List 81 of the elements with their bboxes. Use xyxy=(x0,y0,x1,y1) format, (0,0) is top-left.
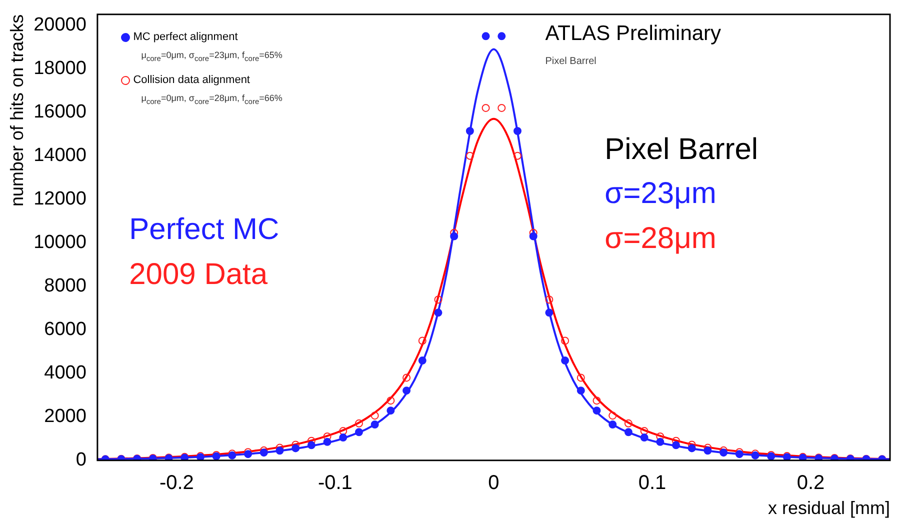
point xyxy=(339,427,348,436)
y-tick-label: 0 xyxy=(76,450,86,471)
point xyxy=(354,428,363,436)
y-tick-label: 18000 xyxy=(34,58,86,80)
point xyxy=(402,386,411,395)
point xyxy=(545,296,554,304)
point xyxy=(386,406,395,415)
point xyxy=(354,419,363,428)
point xyxy=(402,374,411,382)
x-tick-label: 0.1 xyxy=(638,472,666,494)
point xyxy=(482,104,490,112)
legend-label: MC perfect alignment xyxy=(133,31,238,44)
point xyxy=(307,441,316,450)
point xyxy=(608,420,617,429)
point xyxy=(418,356,426,365)
annotation: Perfect MC xyxy=(129,213,280,246)
y-tick-label: 16000 xyxy=(34,102,86,123)
point xyxy=(370,420,379,429)
point xyxy=(529,232,538,240)
point xyxy=(592,396,601,405)
point xyxy=(624,428,632,436)
x-tick-label: 0 xyxy=(488,472,500,494)
x-axis-title: x residual [mm] xyxy=(768,498,890,518)
line-series xyxy=(97,48,890,460)
point xyxy=(672,441,680,450)
point xyxy=(323,432,332,440)
point xyxy=(608,412,617,420)
y-tick-label: 14000 xyxy=(34,145,86,166)
y-tick-label: 10000 xyxy=(34,232,86,254)
point xyxy=(276,446,284,455)
point xyxy=(561,336,570,345)
annotation: μ$_{core}$=0μm, σ$_{core}$=23μm, f$_{core}$=65% xyxy=(141,50,282,64)
x-tick-label: 0.2 xyxy=(796,472,825,494)
annotation: Pixel Barrel xyxy=(545,56,596,67)
point xyxy=(704,446,712,455)
point xyxy=(656,432,664,440)
point xyxy=(466,152,474,160)
annotation: 2009 Data xyxy=(129,258,268,291)
annotation: σ=23μm xyxy=(604,177,716,210)
y-tick-label: 12000 xyxy=(34,188,86,210)
point xyxy=(513,152,522,160)
point xyxy=(513,127,522,136)
point xyxy=(624,419,632,428)
point xyxy=(688,444,696,452)
point xyxy=(545,308,554,317)
y-tick-label: 8000 xyxy=(44,276,86,297)
point xyxy=(576,374,585,382)
point xyxy=(386,396,395,405)
legend-label: Collision data alignment xyxy=(133,74,250,86)
point xyxy=(418,336,426,345)
point xyxy=(260,448,268,457)
annotation: σ=28μm xyxy=(604,222,716,256)
point xyxy=(434,296,442,304)
annotation: ATLAS Preliminary xyxy=(545,22,722,46)
point xyxy=(370,412,379,420)
line-series xyxy=(97,118,890,460)
y-tick-label: 6000 xyxy=(44,319,86,340)
point xyxy=(450,232,458,240)
point xyxy=(720,448,728,457)
point xyxy=(561,356,570,365)
point xyxy=(292,444,300,452)
x-tick-label: -0.1 xyxy=(318,472,352,494)
point xyxy=(482,32,490,40)
point xyxy=(640,427,648,436)
point xyxy=(592,406,601,415)
point xyxy=(498,104,506,112)
point xyxy=(339,434,348,442)
y-tick-label: 2000 xyxy=(44,406,86,428)
point xyxy=(466,127,474,136)
annotation: Pixel Barrel xyxy=(604,132,758,166)
y-tick-label: 4000 xyxy=(44,362,86,384)
y-axis-title: number of hits on tracks xyxy=(6,14,27,206)
x-tick-label: -0.2 xyxy=(159,472,194,494)
annotation: μ$_{core}$=0μm, σ$_{core}$=28μm, f$_{core}$=66% xyxy=(141,92,282,106)
y-tick-label: 20000 xyxy=(34,14,86,36)
point xyxy=(323,438,332,446)
point xyxy=(434,308,442,317)
point xyxy=(498,32,506,40)
point xyxy=(640,434,648,442)
point xyxy=(576,386,585,395)
point xyxy=(656,438,664,446)
